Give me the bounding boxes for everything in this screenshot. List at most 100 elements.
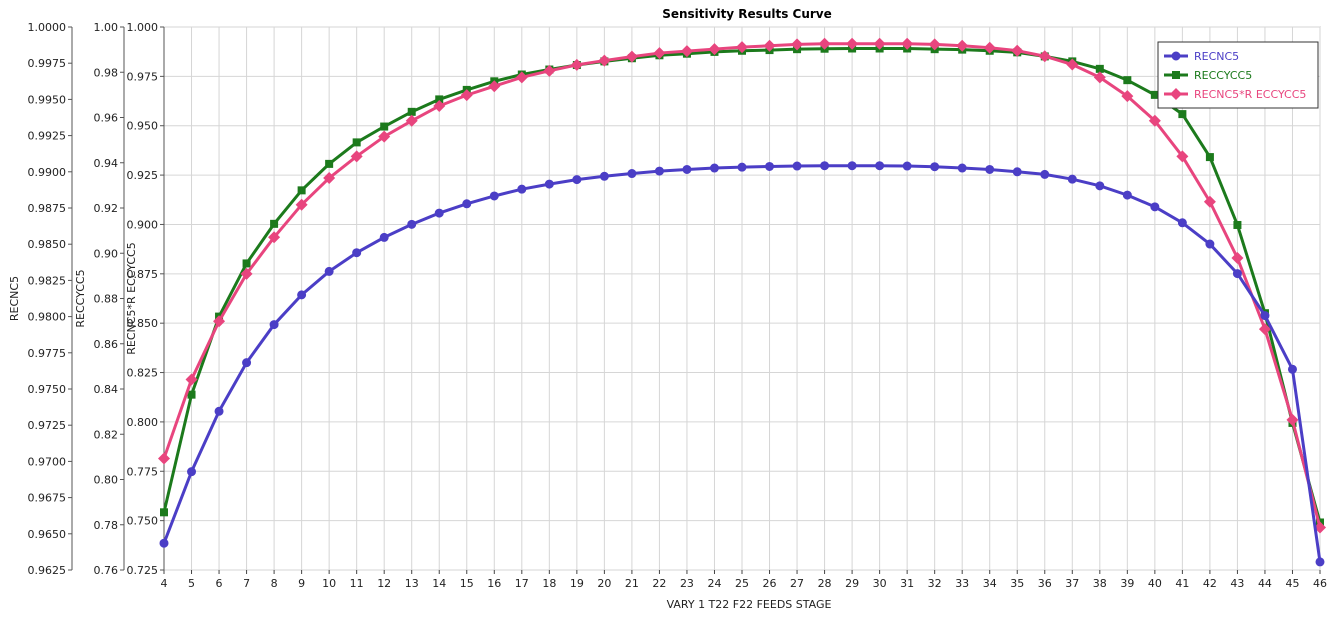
axis2-tick-label: 0.80 [94, 474, 119, 487]
data-point [1178, 110, 1187, 119]
data-point [1038, 50, 1051, 63]
x-tick-label: 27 [790, 577, 804, 590]
data-point [708, 43, 721, 56]
x-tick-label: 23 [680, 577, 694, 590]
data-point [1232, 269, 1242, 279]
data-point [1148, 114, 1161, 127]
axis1-tick-label: 0.9925 [28, 130, 67, 143]
data-point [489, 191, 499, 201]
axis2-tick-label: 0.78 [94, 519, 119, 532]
axis1-tick-label: 0.9750 [28, 383, 67, 396]
data-point [1123, 76, 1132, 85]
data-point [737, 162, 747, 172]
x-tick-label: 31 [900, 577, 914, 590]
x-axis-title: VARY 1 T22 F22 FEEDS STAGE [667, 598, 832, 611]
data-point [736, 41, 748, 54]
data-point [572, 175, 582, 185]
x-tick-label: 11 [350, 577, 364, 590]
x-tick-label: 41 [1175, 577, 1189, 590]
x-tick-label: 30 [873, 577, 887, 590]
x-tick-label: 22 [652, 577, 666, 590]
data-point [544, 179, 554, 189]
data-point [543, 64, 556, 77]
data-point [350, 150, 363, 163]
axis2-tick-label: 0.90 [94, 247, 119, 260]
x-tick-label: 18 [542, 577, 556, 590]
series-0 [159, 161, 1325, 567]
data-point [1177, 218, 1187, 228]
axis2-tick-label: 0.88 [94, 293, 119, 306]
data-point [380, 122, 389, 131]
axes: 4 5 6 7 8 9 10 11 12 13 14 15 16 17 18 19 20 21 22 23 24 25 26… [8, 21, 1327, 590]
data-point [1260, 311, 1270, 321]
data-point [653, 47, 666, 60]
x-tick-label: 40 [1148, 577, 1162, 590]
x-tick-label: 38 [1093, 577, 1107, 590]
data-point [378, 130, 391, 143]
data-point [297, 290, 307, 300]
data-point [820, 161, 830, 171]
axis3-tick-label: 0.850 [127, 317, 159, 330]
data-point [1205, 153, 1214, 162]
x-tick-label: 15 [460, 577, 474, 590]
data-point [682, 164, 692, 174]
data-point [1315, 557, 1325, 567]
data-point [270, 219, 279, 228]
x-tick-label: 19 [570, 577, 584, 590]
data-point [1121, 90, 1134, 103]
data-point [185, 373, 198, 386]
data-point [901, 37, 914, 50]
axis2-tick-label: 0.86 [94, 338, 119, 351]
series-2 [158, 37, 1326, 534]
axis1-tick-label: 0.9800 [28, 311, 67, 324]
x-tick-label: 17 [515, 577, 529, 590]
x-tick-label: 8 [271, 577, 278, 590]
data-point [352, 138, 361, 147]
data-point [325, 159, 334, 168]
x-tick-label: 5 [188, 577, 195, 590]
data-point [983, 41, 996, 54]
data-point [158, 452, 170, 465]
data-point [269, 320, 279, 330]
x-tick-label: 25 [735, 577, 749, 590]
data-point [1258, 323, 1271, 336]
data-point [1150, 90, 1159, 99]
data-point [1286, 413, 1299, 426]
data-point [847, 161, 857, 171]
x-tick-label: 24 [707, 577, 721, 590]
x-tick-label: 34 [983, 577, 997, 590]
data-point [1095, 181, 1105, 191]
data-point [187, 390, 196, 399]
data-point [160, 508, 168, 517]
data-point [930, 162, 940, 172]
axis3-tick-label: 0.800 [127, 416, 159, 429]
series-group [158, 37, 1326, 567]
data-point [187, 467, 197, 477]
data-point [957, 163, 967, 173]
x-tick-label: 28 [818, 577, 832, 590]
data-point [242, 259, 251, 268]
axis1-tick-label: 0.9625 [28, 564, 67, 577]
data-point [159, 538, 169, 548]
data-point [1176, 150, 1189, 163]
data-point [435, 95, 444, 104]
axis2-tick-label: 0.82 [94, 428, 119, 441]
axis1-tick-label: 0.9875 [28, 202, 67, 215]
data-point [268, 231, 281, 244]
axis1-tick-label: 0.9975 [28, 57, 67, 70]
data-point [1066, 58, 1079, 71]
data-point [352, 248, 362, 258]
x-tick-label: 13 [405, 577, 419, 590]
data-point [846, 37, 859, 50]
data-point [1150, 202, 1160, 212]
x-tick-label: 7 [243, 577, 250, 590]
data-point [242, 358, 252, 368]
x-tick-label: 10 [322, 577, 336, 590]
x-tick-label: 36 [1038, 577, 1052, 590]
x-tick-label: 33 [955, 577, 969, 590]
data-point [791, 38, 804, 51]
data-point [1067, 174, 1077, 184]
x-tick-label: 21 [625, 577, 639, 590]
axis2-title: RECCYCC5 [74, 269, 87, 327]
data-point [488, 80, 501, 93]
